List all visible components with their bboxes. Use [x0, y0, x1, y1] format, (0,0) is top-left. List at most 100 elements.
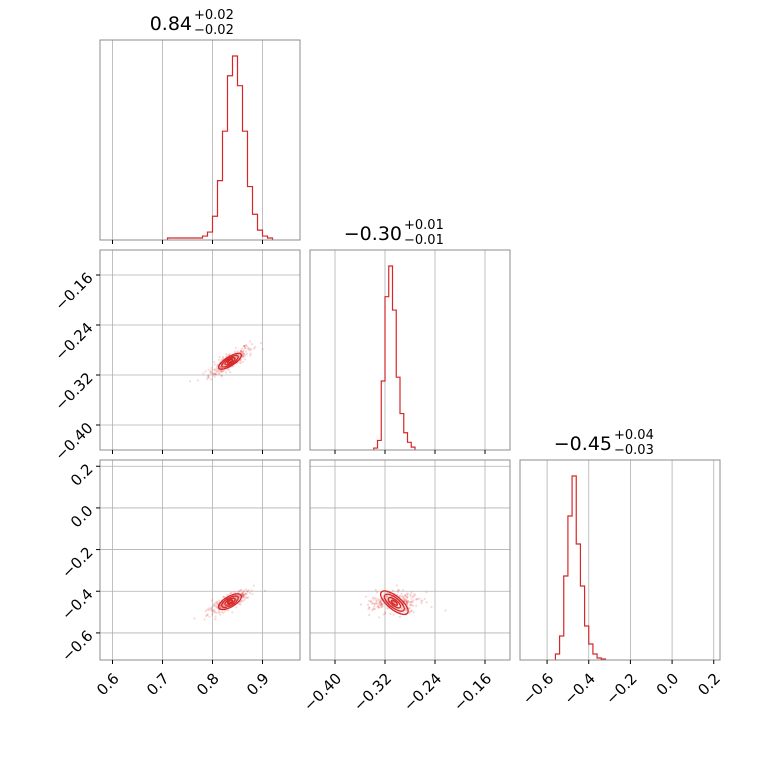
scatter-point — [396, 590, 400, 593]
title-median: 0.84 — [150, 13, 192, 35]
y-tick-label: −0.32 — [51, 369, 96, 414]
scatter-point — [421, 599, 424, 602]
scatter-point — [231, 611, 234, 614]
scatter-point — [415, 598, 418, 601]
panel-frame — [99, 459, 301, 661]
scatter-point — [239, 362, 242, 365]
scatter-point — [242, 590, 245, 594]
scatter-point — [214, 617, 217, 621]
scatter-point — [249, 591, 252, 595]
scatter-point — [380, 600, 383, 603]
scatter-point — [242, 349, 245, 352]
scatter-point — [214, 372, 217, 376]
scatter-point — [219, 365, 222, 368]
scatter-point — [368, 599, 371, 603]
scatter-point — [234, 350, 237, 353]
scatter-point — [425, 601, 428, 604]
scatter-point — [371, 596, 374, 599]
scatter-point — [225, 352, 228, 356]
scatter-point — [259, 341, 262, 345]
grid-layer — [100, 40, 715, 660]
scatter-point — [405, 600, 408, 603]
scatter-point — [411, 601, 414, 604]
scatter-point — [241, 351, 244, 354]
y-tick-label: −0.6 — [58, 627, 96, 665]
scatter-point — [213, 611, 217, 614]
scatter-point — [234, 346, 237, 350]
scatter-point — [401, 589, 405, 592]
scatter-point — [380, 603, 383, 606]
scatter-point — [263, 589, 267, 592]
scatter-point — [226, 609, 230, 612]
scatter-point — [250, 343, 253, 346]
scatter-point — [377, 597, 380, 601]
scatter-point — [213, 360, 216, 364]
scatter-point — [240, 588, 243, 591]
scatter-point — [219, 366, 222, 369]
scatter-point — [209, 607, 213, 610]
scatter-point — [416, 597, 419, 600]
scatter-point — [239, 589, 242, 592]
scatter-point — [202, 372, 205, 375]
scatter-point — [228, 353, 231, 356]
scatter-point — [215, 364, 219, 368]
scatter-point — [193, 617, 196, 620]
scatter-point — [239, 359, 242, 362]
scatter-point — [398, 615, 401, 618]
scatter-point — [214, 615, 217, 618]
scatter-point — [243, 598, 246, 601]
scatter-point — [384, 611, 387, 614]
title-layer: 0.84 +0.02−0.02−0.30 +0.01−0.01−0.45 +0.04−… — [150, 8, 654, 458]
scatter-point — [241, 592, 245, 596]
scatter-point — [404, 598, 408, 601]
scatter-point — [241, 594, 244, 597]
scatter-point — [211, 613, 214, 616]
title-minus: −0.01 — [404, 233, 444, 248]
scatter-point — [207, 607, 211, 610]
scatter-point — [241, 350, 245, 353]
scatter-point — [242, 353, 245, 356]
scatter-point — [372, 598, 375, 601]
scatter-point — [222, 595, 225, 598]
scatter-point — [402, 596, 405, 599]
scatter-point — [221, 611, 224, 614]
scatter-point — [222, 595, 225, 599]
scatter-point — [240, 347, 244, 350]
x-tick-label: −0.40 — [300, 670, 345, 715]
scatter-point — [378, 616, 381, 619]
scatter-point — [396, 589, 400, 592]
scatter-point — [402, 597, 406, 600]
scatter-point — [377, 602, 380, 605]
scatter-point — [249, 349, 252, 352]
scatter-point — [409, 600, 412, 604]
scatter-point — [359, 603, 363, 606]
x-tick-label: 0.0 — [653, 670, 683, 700]
scatter-point — [217, 599, 221, 602]
scatter-point — [245, 596, 248, 600]
scatter-point — [403, 598, 407, 601]
scatter-point — [218, 356, 221, 359]
scatter-point — [215, 369, 218, 372]
scatter-point — [406, 599, 410, 603]
scatter-point — [235, 597, 238, 600]
scatter-point — [217, 373, 220, 376]
scatter-point — [367, 608, 370, 611]
scatter-point — [239, 600, 242, 603]
param-title-2: −0.45 +0.04−0.03 — [554, 428, 654, 458]
scatter-point — [220, 370, 223, 373]
scatter-point — [213, 373, 216, 376]
scatter-point — [378, 599, 381, 602]
scatter-point — [242, 345, 246, 348]
scatter-point — [204, 370, 207, 373]
scatter-point — [244, 592, 247, 596]
scatter-point — [373, 605, 376, 608]
scatter-point — [222, 369, 225, 372]
scatter-point — [215, 370, 218, 373]
scatter-point — [215, 600, 218, 603]
scatter-point — [379, 602, 382, 605]
y-tick-label: −0.40 — [51, 419, 96, 464]
scatter-point — [405, 602, 409, 605]
contour-level — [383, 593, 405, 612]
scatter-point — [374, 600, 378, 603]
scatter-point — [238, 590, 241, 593]
